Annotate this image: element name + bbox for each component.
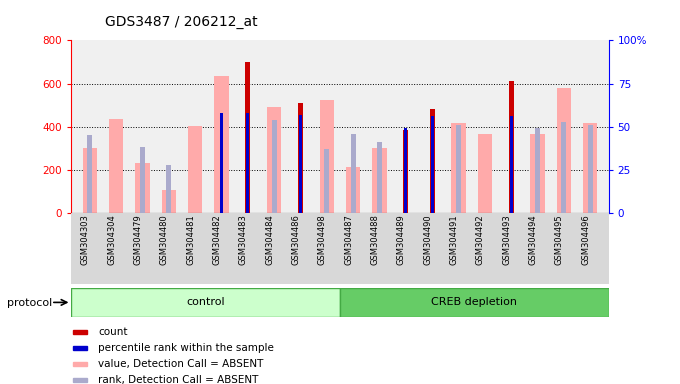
Bar [583,124,598,213]
Bar [73,346,87,349]
Bar [377,142,382,213]
Text: rank, Detection Call = ABSENT: rank, Detection Call = ABSENT [98,375,258,384]
Bar [73,330,87,334]
Text: GSM304492: GSM304492 [476,215,485,265]
Bar [82,148,97,213]
Bar [430,116,434,213]
Text: GSM304486: GSM304486 [292,215,301,265]
Bar [162,190,176,213]
Text: percentile rank within the sample: percentile rank within the sample [98,343,274,353]
Text: GSM304491: GSM304491 [449,215,458,265]
Text: GSM304493: GSM304493 [502,215,511,265]
Text: GSM304482: GSM304482 [212,215,222,265]
Text: value, Detection Call = ABSENT: value, Detection Call = ABSENT [98,359,263,369]
Text: GSM304489: GSM304489 [397,215,406,265]
Bar [140,147,145,213]
Bar [220,113,223,213]
Text: GSM304479: GSM304479 [133,215,143,265]
Text: GSM304495: GSM304495 [555,215,564,265]
Text: GSM304304: GSM304304 [107,215,116,265]
Text: protocol: protocol [7,298,52,308]
Bar [404,128,407,213]
Bar [87,136,92,213]
Bar [372,148,387,213]
Bar [324,149,329,213]
Bar [452,124,466,213]
Bar [246,113,250,213]
Bar [340,288,609,317]
Bar [351,134,356,213]
Text: GSM304498: GSM304498 [318,215,327,265]
Bar [430,109,435,213]
Bar [214,76,228,213]
Text: GSM304303: GSM304303 [81,215,90,265]
Bar [73,378,87,382]
Bar [477,134,492,213]
Text: GSM304484: GSM304484 [265,215,274,265]
Bar [530,134,545,213]
Bar [509,81,513,213]
Bar [271,120,277,213]
Text: GSM304488: GSM304488 [371,215,379,265]
Bar [456,125,461,213]
Bar [346,167,360,213]
Bar [245,62,250,213]
Bar [509,116,513,213]
Bar [557,88,571,213]
Text: CREB depletion: CREB depletion [431,297,517,308]
Text: GSM304496: GSM304496 [581,215,590,265]
Bar [430,125,435,213]
Text: GSM304490: GSM304490 [423,215,432,265]
Bar [71,288,340,317]
Bar [188,126,203,213]
Text: GSM304481: GSM304481 [186,215,195,265]
Bar [167,165,171,213]
Bar [135,164,150,213]
Bar [73,362,87,366]
Bar [403,130,408,213]
Bar [535,128,540,213]
Bar [267,107,282,213]
Bar [298,134,303,213]
Text: GSM304494: GSM304494 [528,215,537,265]
Text: control: control [186,297,225,308]
Bar [299,115,302,213]
Bar [320,100,334,213]
Text: GSM304483: GSM304483 [239,215,248,265]
Bar [109,119,123,213]
Text: GSM304480: GSM304480 [160,215,169,265]
Text: GDS3487 / 206212_at: GDS3487 / 206212_at [105,15,258,29]
Bar [298,103,303,213]
Text: GSM304487: GSM304487 [344,215,353,265]
Bar [588,125,593,213]
Bar [561,121,566,213]
Text: count: count [98,327,127,337]
